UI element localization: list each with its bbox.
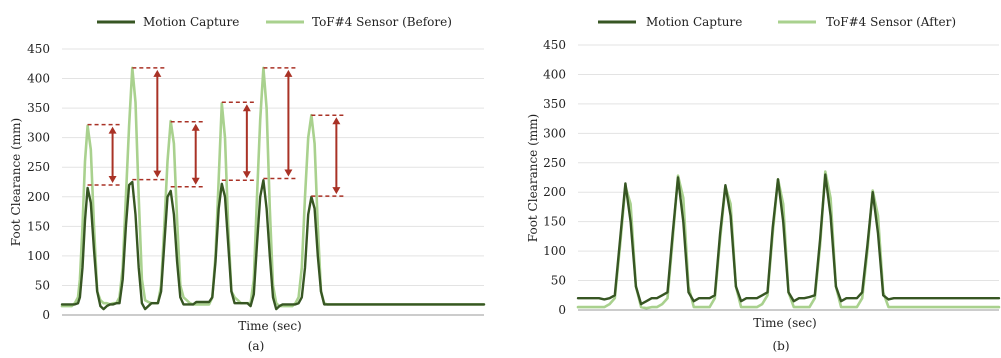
y-tick-label: 200 [27, 190, 50, 204]
y-tick-label: 450 [27, 42, 50, 56]
y-tick-label: 0 [42, 308, 50, 322]
gridlines [62, 48, 484, 286]
annotation-arrow-head-up [332, 117, 341, 125]
legend-label-tof-sensor: ToF#4 Sensor (After) [826, 15, 956, 29]
annotation-arrow-head-up [191, 123, 200, 131]
annotation-arrow-head-up [242, 104, 251, 112]
legend: Motion Capture ToF#4 Sensor (Before) [97, 15, 452, 29]
x-axis-label: Time (sec) [238, 319, 301, 333]
annotation-arrow-head-up [108, 126, 117, 134]
y-tick-label: 150 [27, 219, 50, 233]
annotation-arrow-head-down [153, 170, 162, 178]
annotation-arrow-head-down [108, 175, 117, 183]
y-tick-label: 400 [543, 67, 566, 81]
annotation-arrow-head-down [284, 169, 293, 177]
panel-label: (b) [772, 339, 789, 353]
y-tick-label: 350 [543, 97, 566, 111]
panel-label: (a) [248, 339, 265, 353]
chart-panel-a: 0 50 100 150 200 250 300 350 400 450 Foot Clearan… [9, 15, 486, 353]
y-axis-label: Foot Clearance (mm) [9, 118, 23, 246]
y-tick-label: 0 [558, 303, 566, 317]
annotation-arrow-head-down [191, 177, 200, 185]
x-axis-label: Time (sec) [753, 316, 816, 330]
y-tick-label: 300 [543, 126, 566, 140]
y-tick-labels: 0 50 100 150 200 250 300 350 400 450 [543, 38, 566, 317]
annotation-arrow-head-up [284, 69, 293, 77]
annotations [87, 67, 344, 197]
series-lines [576, 170, 1001, 310]
y-tick-labels: 0 50 100 150 200 250 300 350 400 450 [27, 42, 50, 322]
annotation-arrow-head-down [242, 171, 251, 179]
series-lines [60, 66, 486, 311]
y-tick-label: 100 [27, 249, 50, 263]
series-line-motion-capture [576, 173, 1001, 306]
chart-panel-b: 0 50 100 150 200 250 300 350 400 450 Foot Clearan… [526, 15, 1001, 353]
annotation-arrow-head-down [332, 187, 341, 195]
legend-label-motion-capture: Motion Capture [646, 15, 742, 29]
series-line-motion-capture [60, 178, 486, 311]
y-tick-label: 350 [27, 101, 50, 115]
y-tick-label: 50 [35, 278, 50, 292]
annotation-arrow-head-up [153, 69, 162, 77]
legend: Motion Capture ToF#4 Sensor (After) [598, 15, 956, 29]
series-line-tof-sensor [60, 66, 486, 308]
y-tick-label: 450 [543, 38, 566, 52]
y-tick-label: 150 [543, 215, 566, 229]
legend-label-tof-sensor: ToF#4 Sensor (Before) [312, 15, 452, 29]
y-tick-label: 250 [27, 160, 50, 174]
y-tick-label: 200 [543, 185, 566, 199]
y-tick-label: 400 [27, 72, 50, 86]
y-tick-label: 250 [543, 156, 566, 170]
y-axis-label: Foot Clearance (mm) [526, 114, 540, 242]
y-tick-label: 300 [27, 131, 50, 145]
gridlines [578, 44, 999, 282]
legend-label-motion-capture: Motion Capture [143, 15, 239, 29]
y-tick-label: 50 [551, 274, 566, 288]
y-tick-label: 100 [543, 244, 566, 258]
